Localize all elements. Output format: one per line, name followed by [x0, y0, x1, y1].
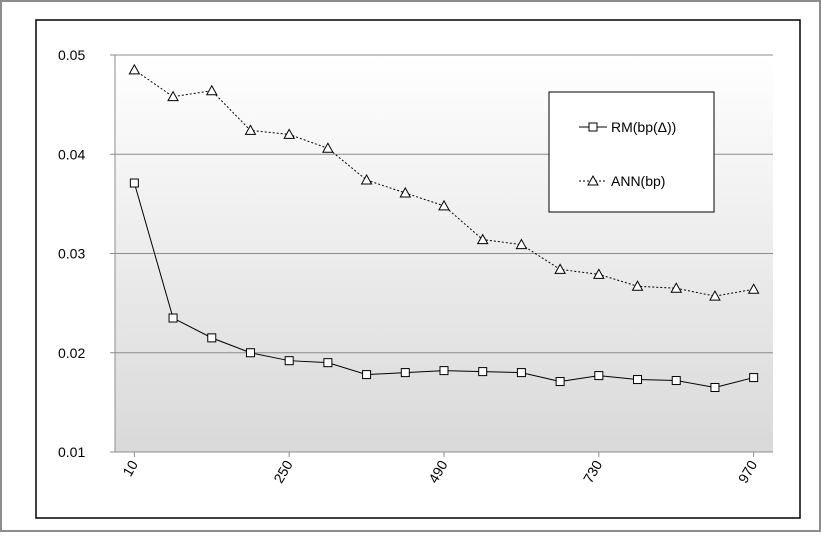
data-point — [167, 90, 179, 102]
data-point — [244, 124, 257, 135]
data-point — [168, 313, 178, 323]
data-point — [128, 63, 141, 75]
y-tick-label: 0.04 — [58, 146, 85, 162]
data-point — [631, 280, 644, 291]
x-tick-label: 10 — [119, 457, 141, 479]
data-point — [245, 348, 255, 358]
data-point — [594, 371, 604, 381]
legend-entry: ANN(bp) — [579, 173, 665, 189]
legend-entry: RM(bp(Δ)) — [579, 119, 676, 135]
data-point — [671, 376, 681, 386]
y-tick-label: 0.05 — [58, 47, 85, 63]
y-tick-label: 0.02 — [58, 345, 85, 361]
data-point — [633, 375, 643, 385]
data-point — [670, 282, 683, 293]
data-point — [515, 238, 528, 250]
data-point — [592, 268, 605, 279]
data-point — [283, 128, 296, 139]
data-point — [399, 186, 412, 198]
data-point — [362, 370, 372, 380]
data-point — [749, 373, 759, 383]
data-point — [709, 290, 721, 301]
y-tick-label: 0.03 — [58, 246, 85, 262]
legend-marker — [587, 174, 599, 186]
data-point — [360, 174, 373, 185]
y-tick-label: 0.01 — [58, 444, 85, 460]
data-point — [323, 358, 333, 368]
data-point — [439, 366, 449, 376]
data-point — [438, 199, 450, 211]
data-point — [400, 368, 410, 378]
data-point — [555, 377, 565, 387]
data-point — [205, 84, 218, 96]
data-point — [516, 368, 526, 378]
data-point — [129, 178, 139, 188]
data-point — [710, 382, 720, 392]
legend-marker — [588, 122, 598, 132]
data-point — [207, 333, 217, 343]
data-point — [747, 283, 760, 294]
legend-box — [548, 91, 715, 213]
data-point — [322, 142, 334, 153]
legend-label: RM(bp(Δ)) — [611, 119, 676, 135]
data-point — [284, 356, 294, 366]
data-point — [476, 233, 489, 245]
legend-label: ANN(bp) — [611, 173, 665, 189]
data-point — [554, 263, 566, 274]
data-point — [478, 367, 488, 377]
